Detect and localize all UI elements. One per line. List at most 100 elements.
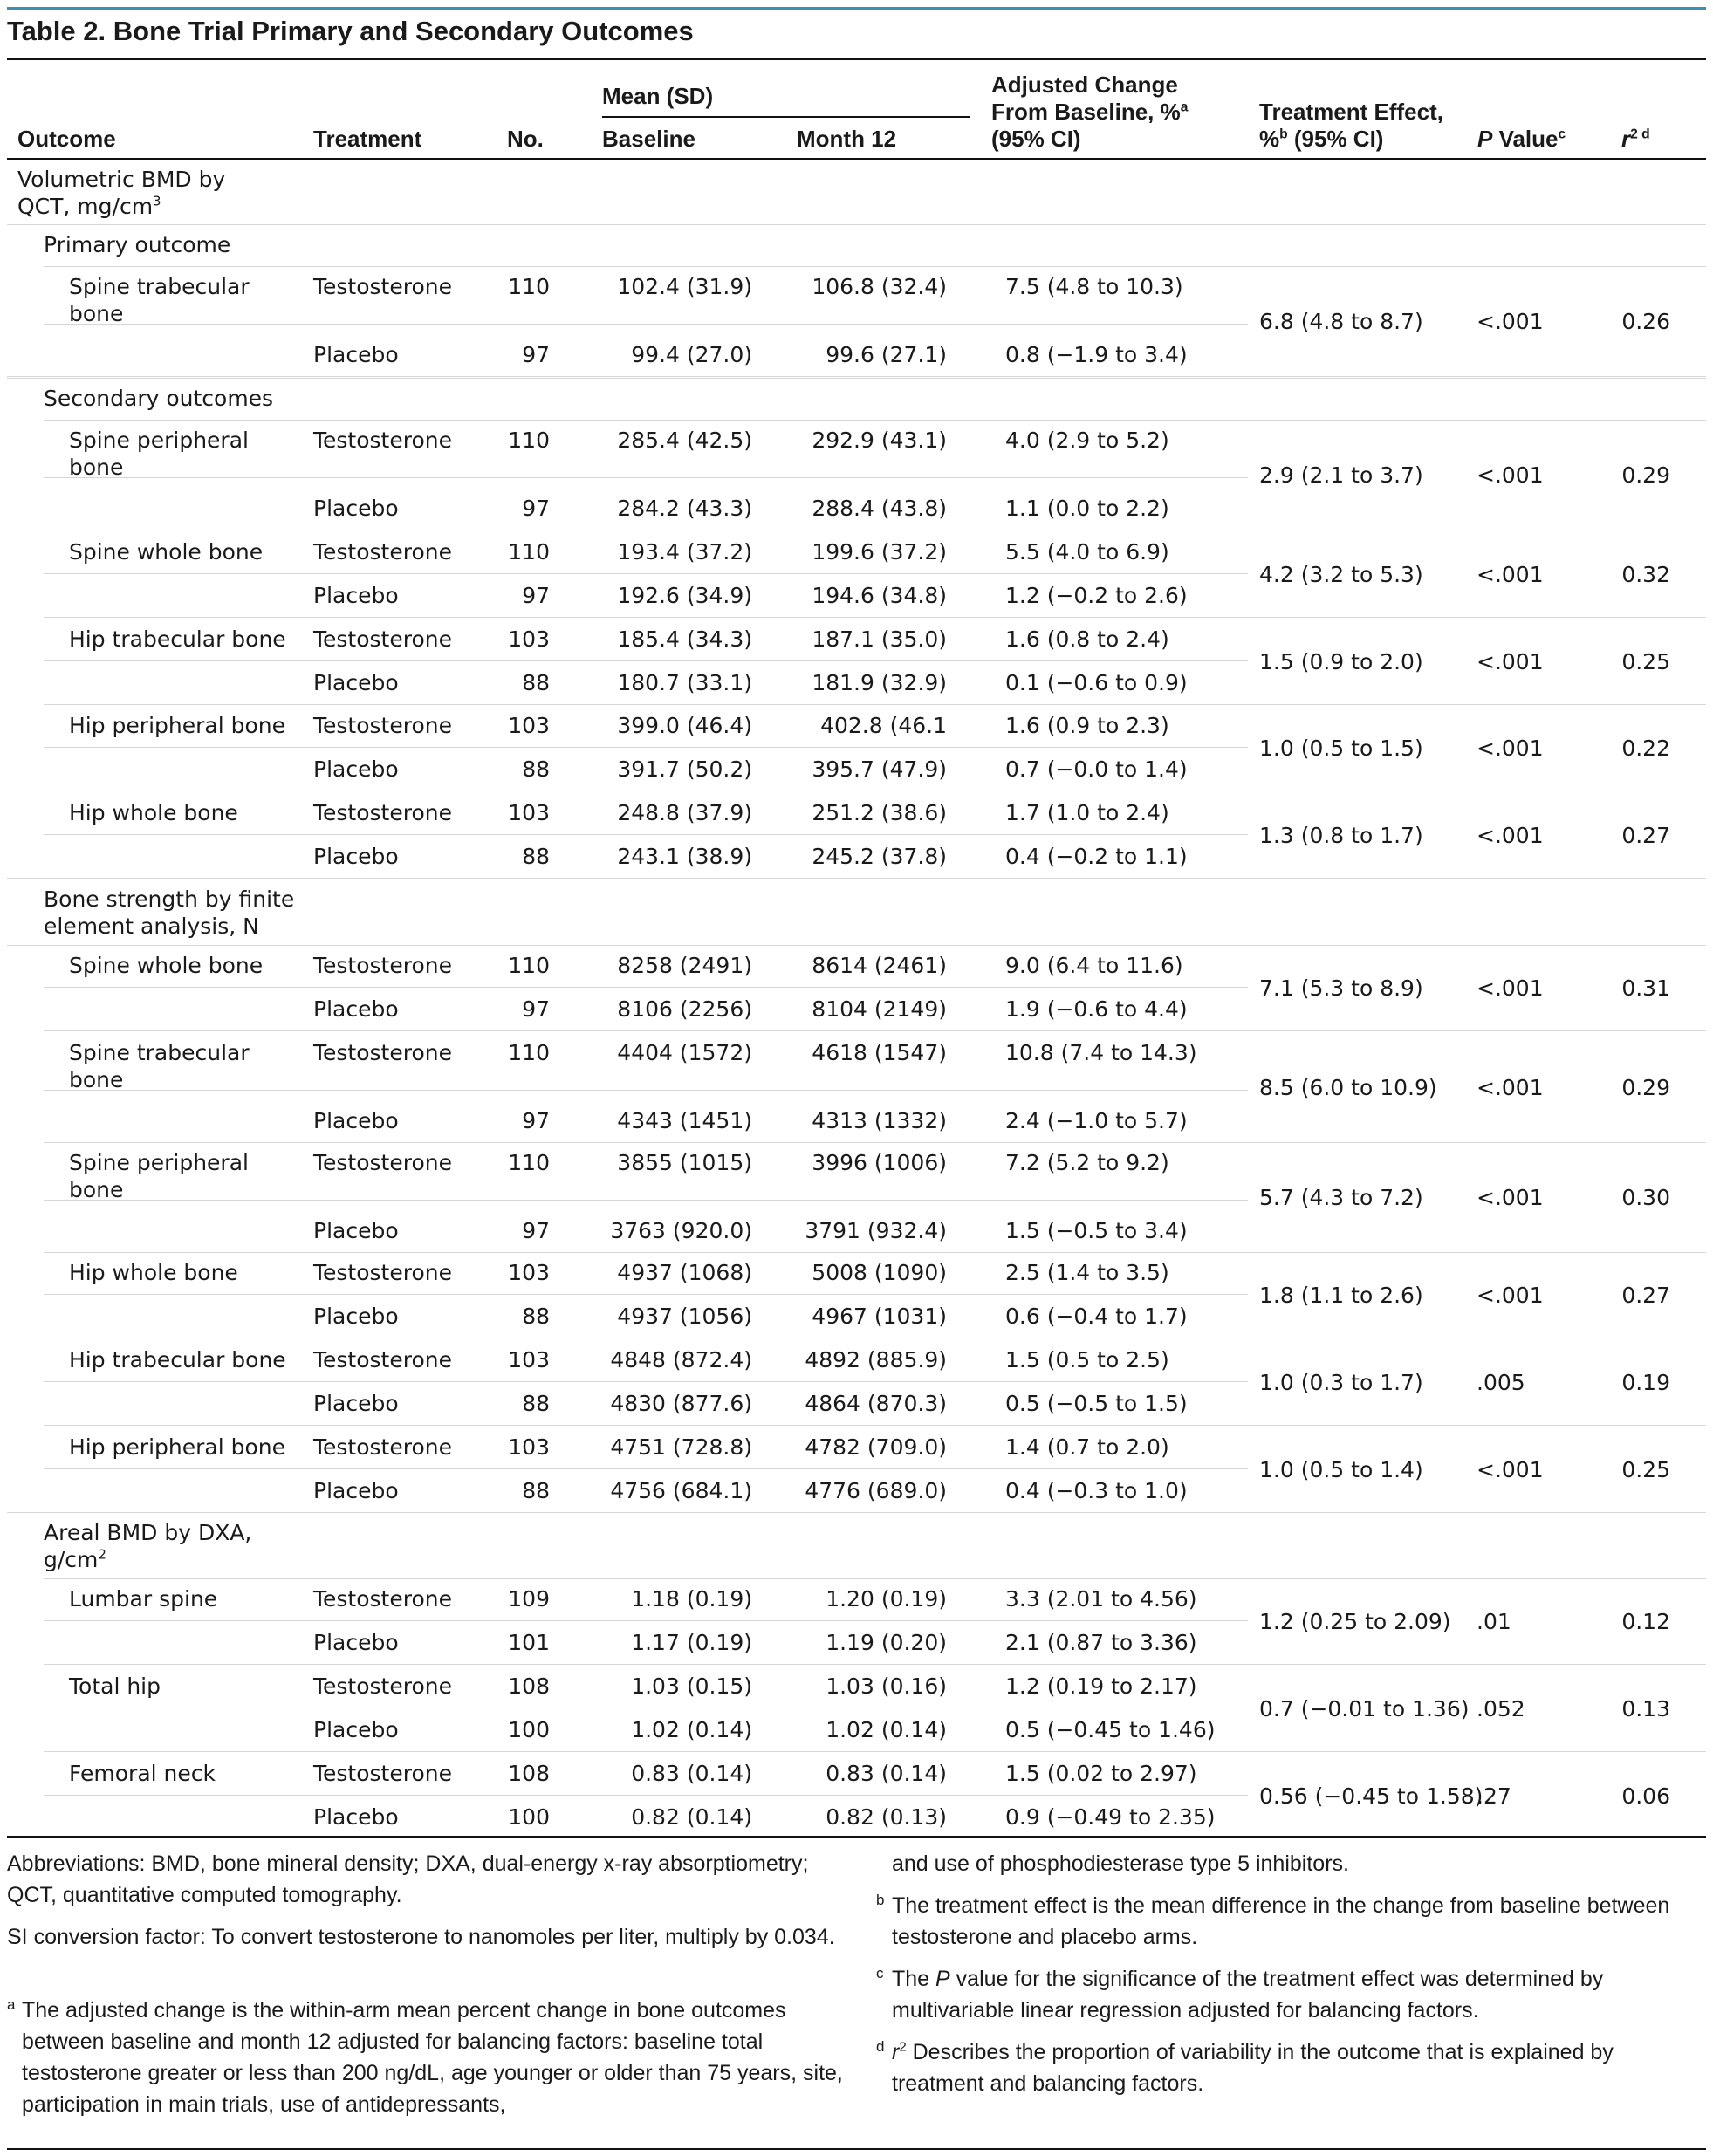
month12-cell: 0.83 (0.14) <box>826 1761 947 1786</box>
month12-cell: 395.7 (47.9) <box>812 756 947 782</box>
adjusted-change-cell: 2.5 (1.4 to 3.5) <box>1005 1260 1169 1285</box>
month12-cell: 8614 (2461) <box>812 953 947 978</box>
n-cell: 108 <box>508 1673 550 1699</box>
row-separator <box>44 1090 1248 1091</box>
month12-cell: 0.82 (0.13) <box>826 1804 947 1830</box>
baseline-cell: 193.4 (37.2) <box>617 539 752 565</box>
row-separator <box>44 1578 1706 1579</box>
r2-cell: 0.29 <box>1621 462 1670 488</box>
treatment-cell: Placebo <box>313 1304 399 1329</box>
treatment-effect-cell: 2.9 (2.1 to 3.7) <box>1259 462 1423 488</box>
treatment-cell: Testosterone <box>313 800 452 825</box>
treatment-cell: Placebo <box>313 342 399 367</box>
baseline-cell: 391.7 (50.2) <box>617 756 752 782</box>
baseline-cell: 1.03 (0.15) <box>631 1673 752 1699</box>
treatment-cell: Placebo <box>313 670 399 695</box>
adjusted-change-cell: 4.0 (2.9 to 5.2) <box>1005 428 1169 453</box>
section-bone-strength: Bone strength by finite element analysis… <box>44 886 295 939</box>
outcome-label: Hip trabecular bone <box>69 1347 286 1372</box>
adjusted-change-cell: 7.5 (4.8 to 10.3) <box>1005 274 1183 299</box>
treatment-effect-cell: 6.8 (4.8 to 8.7) <box>1259 309 1423 334</box>
baseline-cell: 4343 (1451) <box>617 1108 752 1133</box>
n-cell: 88 <box>522 756 550 782</box>
n-cell: 103 <box>508 800 550 825</box>
treatment-cell: Placebo <box>313 844 399 869</box>
row-separator <box>44 1795 1248 1796</box>
r2-cell: 0.27 <box>1621 823 1670 848</box>
row-separator <box>44 573 1248 574</box>
footnote-abbreviations: Abbreviations: BMD, bone mineral density… <box>7 1851 809 1907</box>
r2-cell: 0.19 <box>1621 1370 1670 1395</box>
row-separator <box>44 266 1706 267</box>
row-separator <box>44 1620 1248 1621</box>
outcome-label: Spine peripheral bone <box>69 1150 249 1202</box>
treatment-cell: Placebo <box>313 1630 399 1655</box>
adjusted-change-cell: 1.2 (−0.2 to 2.6) <box>1005 583 1188 608</box>
adjusted-change-cell: 0.5 (−0.45 to 1.46) <box>1005 1717 1216 1742</box>
treatment-cell: Testosterone <box>313 1673 452 1699</box>
outcome-label: Spine peripheral bone <box>69 428 249 480</box>
n-cell: 88 <box>522 1304 550 1329</box>
treatment-effect-cell: 0.7 (−0.01 to 1.36) <box>1259 1696 1470 1721</box>
adjusted-change-cell: 0.5 (−0.5 to 1.5) <box>1005 1391 1188 1416</box>
footnote-a-continued: and use of phosphodiesterase type 5 inhi… <box>892 1851 1349 1876</box>
adjusted-change-cell: 1.6 (0.8 to 2.4) <box>1005 626 1169 652</box>
baseline-cell: 8258 (2491) <box>617 953 752 978</box>
adjusted-change-cell: 0.8 (−1.9 to 3.4) <box>1005 342 1188 367</box>
adjusted-change-cell: 1.1 (0.0 to 2.2) <box>1005 496 1169 521</box>
n-cell: 97 <box>522 1218 550 1243</box>
outcome-label: Hip whole bone <box>69 1260 238 1285</box>
outcome-label: Hip peripheral bone <box>69 713 286 738</box>
row-separator <box>44 1294 1248 1295</box>
month12-cell: 199.6 (37.2) <box>812 539 947 565</box>
header-r2: r2 d <box>1621 126 1650 152</box>
row-separator <box>44 987 1248 988</box>
treatment-cell: Testosterone <box>313 1347 452 1372</box>
p-value-cell: <.001 <box>1477 1283 1544 1308</box>
n-cell: 100 <box>508 1717 550 1742</box>
month12-cell: 1.03 (0.16) <box>826 1673 947 1699</box>
n-cell: 103 <box>508 1260 550 1285</box>
baseline-cell: 4404 (1572) <box>617 1040 752 1065</box>
outcome-label: Hip whole bone <box>69 800 238 825</box>
baseline-cell: 4830 (877.6) <box>610 1391 752 1416</box>
n-cell: 97 <box>522 342 550 367</box>
footnote-b: b The treatment effect is the mean diffe… <box>876 1892 1670 1949</box>
adjusted-change-cell: 1.5 (0.5 to 2.5) <box>1005 1347 1169 1372</box>
outcome-label: Spine whole bone <box>69 539 264 565</box>
adjusted-change-cell: 1.7 (1.0 to 2.4) <box>1005 800 1169 825</box>
treatment-cell: Testosterone <box>313 1040 452 1065</box>
unit-superscript: 3 <box>153 193 161 209</box>
treatment-effect-cell: 7.1 (5.3 to 8.9) <box>1259 975 1423 1001</box>
row-separator <box>44 1200 1248 1201</box>
n-cell: 88 <box>522 670 550 695</box>
row-separator <box>44 617 1706 618</box>
adjusted-change-cell: 0.4 (−0.3 to 1.0) <box>1005 1478 1188 1503</box>
month12-cell: 3996 (1006) <box>812 1150 947 1175</box>
adjusted-change-cell: 1.6 (0.9 to 2.3) <box>1005 713 1169 738</box>
baseline-cell: 399.0 (46.4) <box>617 713 752 738</box>
outcome-label: Spine trabecular bone <box>69 1040 250 1092</box>
n-cell: 110 <box>508 428 550 453</box>
month12-cell: 1.02 (0.14) <box>826 1717 947 1742</box>
row-separator <box>44 1751 1706 1752</box>
n-cell: 110 <box>508 1040 550 1065</box>
n-cell: 103 <box>508 1347 550 1372</box>
row-separator <box>7 878 1706 879</box>
treatment-effect-cell: 4.2 (3.2 to 5.3) <box>1259 562 1423 587</box>
adjusted-change-cell: 0.4 (−0.2 to 1.1) <box>1005 844 1188 869</box>
p-value-cell: <.001 <box>1477 309 1544 334</box>
r2-cell: 0.26 <box>1621 309 1670 334</box>
n-cell: 109 <box>508 1586 550 1612</box>
n-cell: 103 <box>508 1434 550 1460</box>
baseline-cell: 185.4 (34.3) <box>617 626 752 652</box>
month12-cell: 402.8 (46.1 <box>820 713 947 738</box>
treatment-cell: Placebo <box>313 583 399 608</box>
month12-cell: 4967 (1031) <box>812 1304 947 1329</box>
outcome-label: Femoral neck <box>69 1761 216 1786</box>
treatment-cell: Testosterone <box>313 539 452 565</box>
adjusted-change-cell: 2.4 (−1.0 to 5.7) <box>1005 1108 1188 1133</box>
row-separator <box>7 945 1706 946</box>
p-value-cell: <.001 <box>1477 823 1544 848</box>
n-cell: 108 <box>508 1761 550 1786</box>
